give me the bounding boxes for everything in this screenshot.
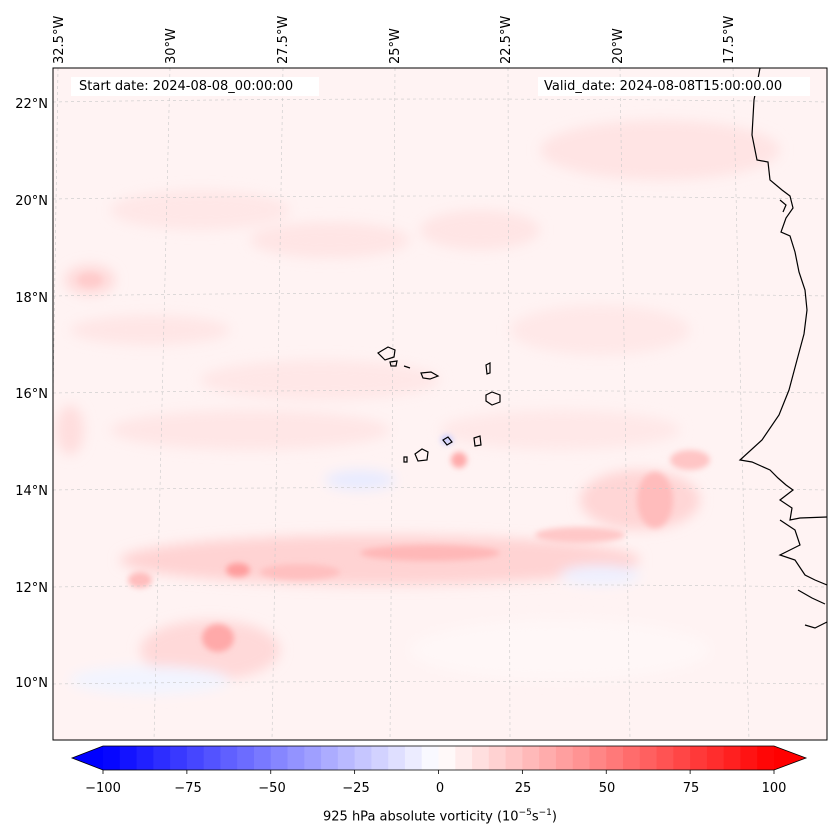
colorbar-tick: −25 bbox=[342, 781, 370, 796]
colorbar-segment bbox=[488, 746, 507, 770]
colorbar-segment bbox=[723, 746, 741, 770]
colorbar-segment bbox=[253, 746, 272, 770]
colorbar-segment bbox=[505, 746, 523, 770]
map-frame bbox=[52, 67, 828, 741]
colorbar-segment bbox=[421, 746, 439, 770]
colorbar-segment bbox=[220, 746, 238, 770]
colorbar-title: 925 hPa absolute vorticity (10−5s−1) bbox=[323, 808, 557, 825]
colorbar-segment bbox=[404, 746, 423, 770]
valid-date-label: Valid_date: 2024-08-08T15:00:00.00 bbox=[538, 77, 810, 96]
colorbar-extend-min bbox=[72, 746, 103, 770]
lon-label-22-5w: 22.5°W bbox=[499, 15, 514, 64]
colorbar-tick: 0 bbox=[435, 781, 445, 796]
colorbar-segment bbox=[589, 746, 607, 770]
colorbar-segment bbox=[757, 746, 775, 770]
colorbar-segment bbox=[186, 746, 205, 770]
colorbar-segment bbox=[103, 746, 121, 770]
colorbar-segment bbox=[438, 746, 456, 770]
vorticity-field bbox=[53, 68, 827, 740]
lon-label-17-5w: 17.5°W bbox=[722, 15, 737, 64]
colorbar-segment bbox=[170, 746, 188, 770]
africa-coastline bbox=[738, 68, 827, 629]
lon-label-27-5w: 27.5°W bbox=[276, 15, 291, 64]
lat-label-16n: 16°N bbox=[15, 387, 48, 402]
colorbar-segment bbox=[388, 746, 406, 770]
colorbar-segment bbox=[606, 746, 624, 770]
colorbar-segment bbox=[287, 746, 305, 770]
colorbar-segment bbox=[623, 746, 641, 770]
lat-label-22n: 22°N bbox=[15, 97, 48, 112]
colorbar-segment bbox=[472, 746, 490, 770]
colorbar-tick: −75 bbox=[174, 781, 202, 796]
colorbar-segment bbox=[119, 746, 138, 770]
colorbar-tick: 100 bbox=[761, 781, 787, 796]
colorbar-tick: −100 bbox=[85, 781, 121, 796]
lat-label-14n: 14°N bbox=[15, 484, 48, 499]
start-date-label: Start date: 2024-08-08_00:00:00 bbox=[71, 77, 319, 96]
colorbar-tick: 50 bbox=[598, 781, 616, 796]
lat-label-18n: 18°N bbox=[15, 291, 48, 306]
lon-label-32-5w: 32.5°W bbox=[52, 15, 67, 64]
colorbar-segment bbox=[539, 746, 557, 770]
colorbar-extend-max bbox=[774, 746, 806, 770]
lon-label-30w: 30°W bbox=[164, 28, 179, 64]
colorbar-segment bbox=[321, 746, 339, 770]
colorbar-segment bbox=[304, 746, 322, 770]
colorbar-segment bbox=[371, 746, 389, 770]
colorbar-tick: 25 bbox=[514, 781, 532, 796]
colorbar-segment bbox=[337, 746, 356, 770]
colorbar-segment bbox=[740, 746, 758, 770]
colorbar-segment bbox=[522, 746, 540, 770]
colorbar-segment bbox=[354, 746, 372, 770]
colorbar-segment bbox=[572, 746, 590, 770]
lon-label-20w: 20°W bbox=[611, 28, 626, 64]
colorbar-segment bbox=[203, 746, 221, 770]
colorbar-segment bbox=[673, 746, 691, 770]
colorbar-segment bbox=[706, 746, 725, 770]
colorbar-tick: −50 bbox=[258, 781, 286, 796]
cape-verde-islands bbox=[377, 346, 501, 463]
lat-label-10n: 10°N bbox=[15, 676, 48, 691]
colorbar-segment bbox=[237, 746, 255, 770]
colorbar-tick: 75 bbox=[682, 781, 700, 796]
colorbar-segment bbox=[690, 746, 708, 770]
colorbar-segment bbox=[136, 746, 154, 770]
lon-label-25w: 25°W bbox=[388, 28, 403, 64]
lat-label-12n: 12°N bbox=[15, 581, 48, 596]
colorbar-segment bbox=[639, 746, 658, 770]
graticule bbox=[53, 68, 827, 740]
colorbar-segment bbox=[153, 746, 171, 770]
colorbar bbox=[70, 745, 808, 774]
colorbar-segment bbox=[455, 746, 473, 770]
colorbar-segment bbox=[270, 746, 289, 770]
colorbar-segment bbox=[555, 746, 574, 770]
colorbar-segment bbox=[656, 746, 674, 770]
lat-label-20n: 20°N bbox=[15, 194, 48, 209]
